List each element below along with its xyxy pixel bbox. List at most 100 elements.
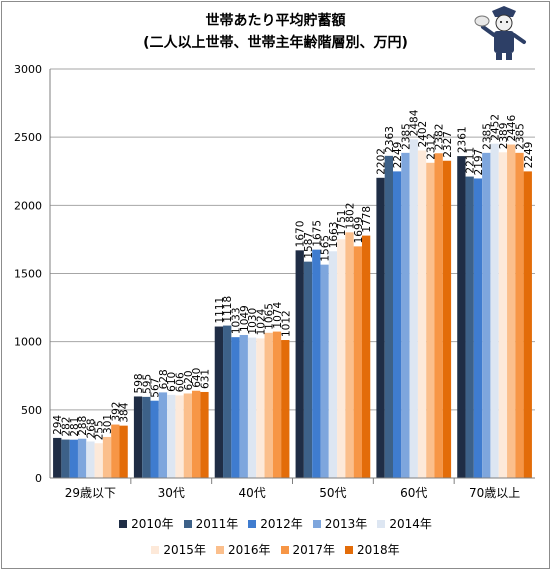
legend-item: 2018年	[345, 541, 400, 558]
plot-area: 2942822812882682553013923845985955676286…	[14, 63, 535, 500]
data-label: 2385	[400, 123, 412, 150]
bar	[401, 152, 410, 478]
bar	[192, 390, 201, 478]
data-label: 2402	[417, 121, 429, 148]
data-label: 1030	[247, 308, 259, 335]
legend-item: 2012年	[248, 515, 303, 532]
bar	[376, 177, 385, 478]
data-label: 384	[119, 402, 131, 422]
legend-swatch	[119, 519, 128, 528]
bar	[200, 391, 209, 478]
y-tick-label: 3000	[14, 63, 42, 76]
legend-swatch	[377, 519, 386, 528]
data-label: 1049	[239, 305, 251, 332]
x-tick-label: 50代	[319, 486, 346, 500]
legend-item: 2016年	[215, 541, 271, 558]
bar	[523, 171, 532, 478]
bar	[361, 235, 371, 478]
data-label: 640	[191, 368, 203, 388]
data-label: 2249	[392, 142, 404, 169]
legend-item: 2015年	[151, 541, 206, 558]
bar	[426, 162, 435, 478]
y-tick-label: 1000	[14, 336, 42, 349]
data-label: 631	[199, 369, 211, 389]
data-label: 606	[175, 372, 187, 392]
legend-row-1: 2010年 2011年 2012年 2013年 2014年	[0, 515, 551, 532]
data-label: 1699	[353, 217, 365, 244]
bar	[465, 176, 474, 478]
data-label: 620	[183, 370, 195, 390]
bar	[183, 393, 192, 478]
y-tick-label: 2500	[14, 131, 42, 144]
data-label: 2452	[490, 114, 502, 141]
legend-item: 2014年	[377, 515, 432, 532]
data-label: 1663	[328, 222, 340, 249]
bar	[223, 325, 232, 478]
bar	[94, 443, 103, 478]
bar	[167, 394, 176, 478]
bar	[239, 334, 248, 478]
legend-item: 2011年	[183, 515, 239, 532]
legend-label: 2014年	[389, 517, 432, 531]
bar	[231, 337, 240, 478]
data-label: 281	[69, 417, 81, 437]
data-label: 1778	[361, 206, 373, 233]
bar	[320, 264, 329, 478]
bar	[457, 156, 466, 478]
data-label: 1012	[280, 310, 292, 337]
legend-label: 2018年	[357, 543, 400, 557]
chart-subtitle: (二人以上世帯、世帯主年齢階層別、万円)	[143, 35, 408, 51]
data-label: 301	[102, 414, 114, 434]
data-label: 1074	[272, 302, 284, 329]
bar	[498, 152, 508, 478]
legend-swatch	[248, 519, 257, 528]
data-label: 268	[85, 418, 97, 438]
data-label: 1033	[230, 307, 242, 334]
bar	[214, 326, 224, 478]
x-tick-label: 30代	[158, 486, 185, 500]
legend-label: 2013年	[324, 517, 368, 531]
data-label: 2385	[481, 123, 493, 150]
data-label: 282	[61, 417, 73, 437]
legend-swatch	[312, 519, 321, 528]
legend-label: 2011年	[195, 517, 239, 531]
bar	[150, 400, 159, 478]
x-tick-label: 70歳以上	[469, 486, 520, 500]
y-tick-label: 500	[21, 404, 42, 417]
data-label: 598	[133, 373, 145, 393]
bar	[53, 437, 62, 478]
data-label: 610	[166, 372, 178, 392]
data-label: 1065	[264, 303, 276, 330]
bar	[61, 439, 70, 478]
data-label: 1118	[222, 296, 234, 323]
bar	[442, 160, 452, 479]
data-label: 2382	[434, 124, 446, 151]
legend-swatch	[280, 545, 289, 554]
bar	[295, 250, 304, 478]
legend-swatch	[215, 545, 224, 554]
bar	[337, 239, 346, 478]
bar	[482, 152, 491, 478]
data-label: 2484	[409, 109, 421, 136]
x-tick-label: 60代	[400, 486, 427, 500]
data-label: 1024	[255, 308, 267, 335]
bar	[507, 144, 516, 478]
bar	[102, 436, 112, 478]
legend-swatch	[183, 519, 192, 528]
bar	[69, 439, 78, 478]
bar	[473, 178, 483, 479]
data-label: 1675	[311, 220, 323, 247]
bar	[119, 425, 128, 478]
legend-label: 2010年	[131, 517, 174, 531]
data-label: 595	[141, 374, 153, 394]
data-label: 2249	[523, 142, 535, 169]
data-label: 1751	[336, 210, 348, 237]
legend-label: 2017年	[292, 543, 336, 557]
data-label: 1670	[295, 221, 307, 248]
bar	[384, 155, 393, 478]
data-label: 2389	[498, 123, 510, 150]
bar	[393, 171, 402, 478]
legend-item: 2010年	[119, 515, 174, 532]
bar	[345, 232, 354, 478]
legend-row-2: 2015年 2016年 2017年 2018年	[0, 541, 551, 558]
